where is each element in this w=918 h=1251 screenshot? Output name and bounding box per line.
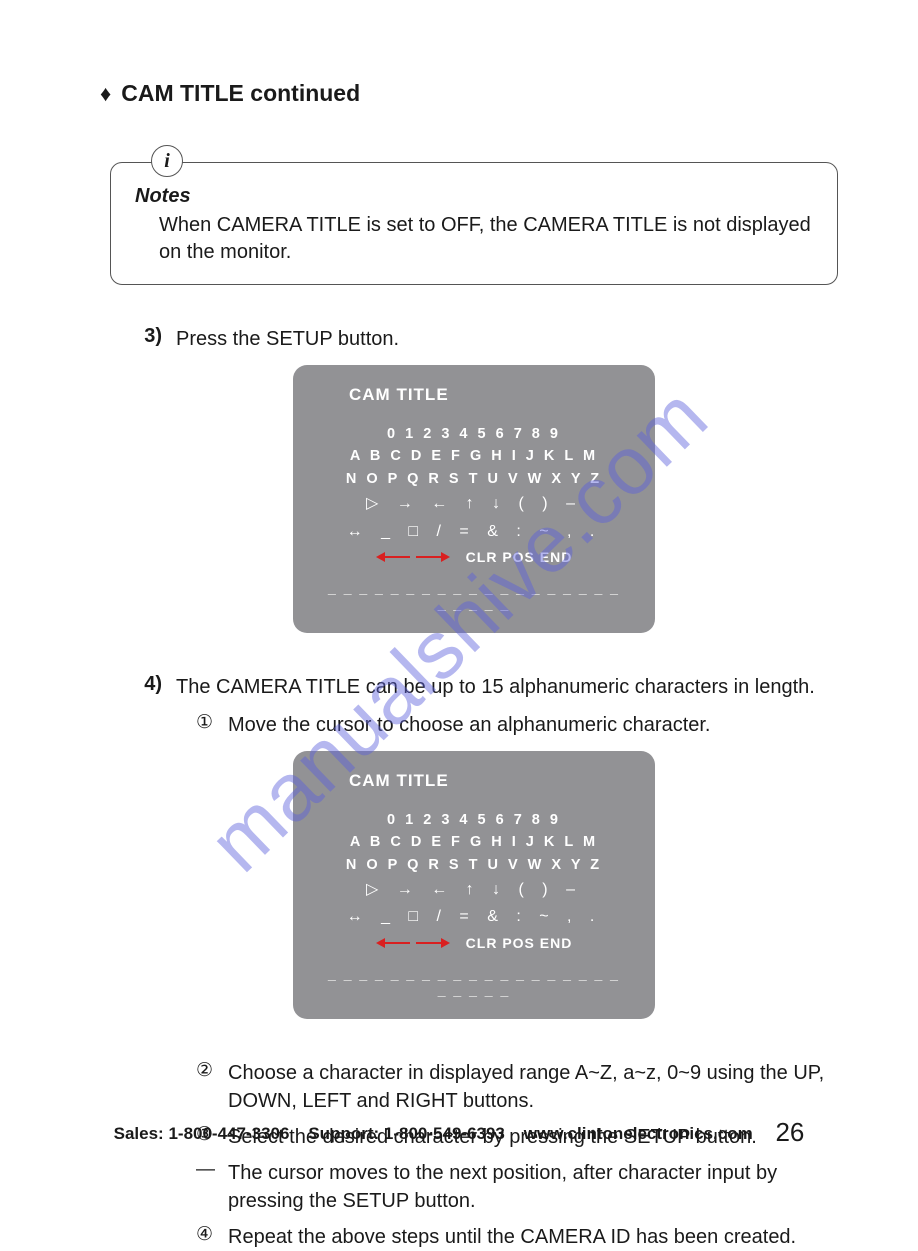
arrow-left-icon [376,938,410,948]
osd-title: CAM TITLE [349,771,627,791]
osd-input-line: _ _ _ _ _ _ _ _ _ _ _ _ _ _ _ _ _ _ _ _ … [321,965,627,997]
osd-row-nz: N O P Q R S T U V W X Y Z [321,854,627,876]
footer-support: 1-800-549-6393 [384,1124,505,1143]
osd-row-digits: 0 1 2 3 4 5 6 7 8 9 [321,809,627,831]
page-number: 26 [775,1117,804,1147]
arrow-left-icon [376,552,410,562]
osd-bottom-labels: CLR POS END [466,935,573,951]
step-number: 3) [140,325,162,353]
osd-bottom-row: CLR POS END [321,935,627,951]
substep-note: — The cursor moves to the next position,… [100,1159,848,1215]
osd-row-sym1: ▷ → ← ↑ ↓ ( ) – [321,490,627,517]
osd-bottom-labels: CLR POS END [466,549,573,565]
osd-row-am: A B C D E F G H I J K L M [321,445,627,467]
footer-support-label: Support: [308,1124,379,1143]
step-4: 4) The CAMERA TITLE can be up to 15 alph… [100,673,848,701]
heading-text: CAM TITLE continued [121,80,360,107]
substep-text: The cursor moves to the next position, a… [228,1159,848,1215]
osd-row-sym2: ↔ _ □ / = & : ~ , . [321,518,627,545]
substep-1: ① Move the cursor to choose an alphanume… [100,711,848,739]
osd-bottom-row: CLR POS END [321,549,627,565]
footer-url: www.clintonelectronics.com [524,1124,753,1143]
step-3: 3) Press the SETUP button. [100,325,848,353]
substep-4: ④ Repeat the above steps until the CAMER… [100,1223,848,1251]
osd-screen-1: CAM TITLE 0 1 2 3 4 5 6 7 8 9 A B C D E … [100,365,848,633]
osd-row-nz: N O P Q R S T U V W X Y Z [321,468,627,490]
osd-panel: CAM TITLE 0 1 2 3 4 5 6 7 8 9 A B C D E … [293,751,655,1019]
section-heading: ♦ CAM TITLE continued [100,80,848,107]
substep-text: Choose a character in displayed range A~… [228,1059,848,1115]
footer-sales-label: Sales: [114,1124,164,1143]
osd-input-line: _ _ _ _ _ _ _ _ _ _ _ _ _ _ _ _ _ _ _ _ … [321,579,627,611]
substep-marker: — [196,1159,218,1215]
step-text: The CAMERA TITLE can be up to 15 alphanu… [176,673,815,701]
notes-box: i Notes When CAMERA TITLE is set to OFF,… [110,162,838,285]
notes-body: When CAMERA TITLE is set to OFF, the CAM… [135,212,819,266]
page-footer: Sales: 1-800-447-3306 Support: 1-800-549… [0,1117,918,1148]
step-text: Press the SETUP button. [176,325,399,353]
substep-text: Repeat the above steps until the CAMERA … [228,1223,796,1251]
step-number: 4) [140,673,162,701]
substep-marker: ② [196,1059,218,1115]
substep-text: Move the cursor to choose an alphanumeri… [228,711,710,739]
substep-marker: ④ [196,1223,218,1251]
info-icon: i [151,145,183,177]
substep-marker: ① [196,711,218,739]
footer-sales: 1-800-447-3306 [168,1124,289,1143]
osd-row-am: A B C D E F G H I J K L M [321,831,627,853]
osd-row-digits: 0 1 2 3 4 5 6 7 8 9 [321,423,627,445]
osd-screen-2: CAM TITLE 0 1 2 3 4 5 6 7 8 9 A B C D E … [100,751,848,1019]
notes-label: Notes [135,185,819,208]
diamond-icon: ♦ [100,83,111,105]
osd-panel: CAM TITLE 0 1 2 3 4 5 6 7 8 9 A B C D E … [293,365,655,633]
arrow-right-icon [416,938,450,948]
osd-title: CAM TITLE [349,385,627,405]
substep-2: ② Choose a character in displayed range … [100,1059,848,1115]
arrow-right-icon [416,552,450,562]
osd-row-sym2: ↔ _ □ / = & : ~ , . [321,903,627,930]
osd-row-sym1: ▷ → ← ↑ ↓ ( ) – [321,876,627,903]
